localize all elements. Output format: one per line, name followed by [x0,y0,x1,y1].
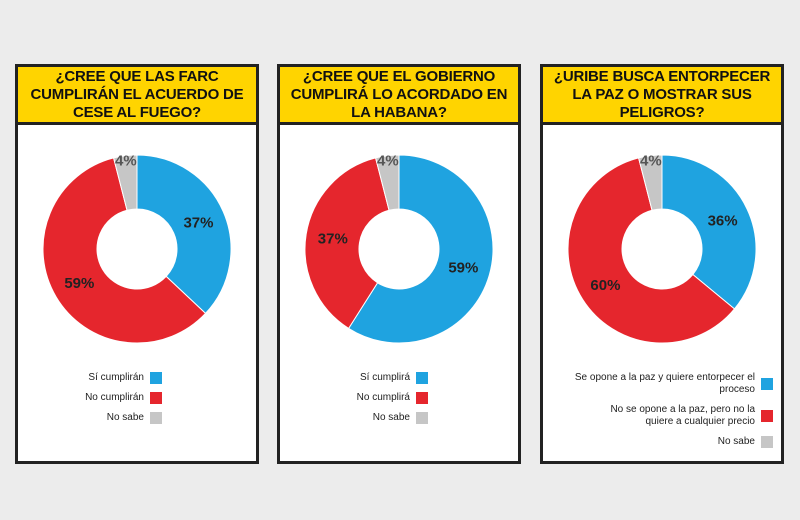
legend-label: No se opone a la paz, pero no la quiere … [610,404,755,427]
legend-label: No cumplirán [85,392,144,403]
legend-item: Sí cumplirá [280,372,518,384]
slice-label: 60% [590,277,620,294]
donut-slice [113,154,138,211]
slice-label: 4% [640,153,662,170]
slice-label: 4% [377,153,399,170]
legend-label: Sí cumplirán [88,372,144,383]
legend-swatch [761,436,773,448]
legend-swatch [761,378,773,390]
donut-chart-svg: 36% 60% 4% [567,153,757,344]
donut-slice [304,157,390,330]
donut-slice [661,154,757,310]
donut-slice [567,157,736,344]
legend-item: No cumplirán [18,392,256,404]
slice-label: 36% [708,212,738,229]
donut-chart-svg: 37% 59% 4% [42,153,232,344]
legend-label: No cumplirá [356,392,410,403]
poll-panel-farc: ¿CREE QUE LAS FARC CUMPLIRÁN EL ACUERDO … [15,64,259,464]
legend-label: No sabe [106,412,144,423]
donut-chart: 59% 37% 4% [280,129,518,369]
legend-swatch [150,372,162,384]
legend-label: Sí cumplirá [359,372,410,383]
legend-swatch [416,372,428,384]
donut-slice [375,154,400,211]
slice-label: 59% [64,275,94,292]
legend-item: No sabe [18,412,256,424]
donut-chart: 36% 60% 4% [543,129,781,369]
donut-slice [136,154,232,315]
legend-label: No sabe [717,436,755,447]
legend-item: No sabe [543,436,781,448]
chart-legend: Se opone a la paz y quiere entorpecer el… [543,372,781,456]
legend-label: No sabe [372,412,410,423]
legend-item: Se opone a la paz y quiere entorpecer el… [543,372,781,396]
legend-item: No cumplirá [280,392,518,404]
legend-item: No sabe [280,412,518,424]
donut-slice [42,157,207,344]
chart-title: ¿URIBE BUSCA ENTORPECER LA PAZ O MOSTRAR… [543,67,781,125]
poll-panel-uribe: ¿URIBE BUSCA ENTORPECER LA PAZ O MOSTRAR… [540,64,784,464]
legend-swatch [150,392,162,404]
chart-title: ¿CREE QUE LAS FARC CUMPLIRÁN EL ACUERDO … [18,67,256,125]
chart-legend: Sí cumplirán No cumplirán No sabe [18,372,256,432]
slice-label: 37% [318,231,348,248]
legend-swatch [416,392,428,404]
donut-slice [638,154,663,211]
chart-title: ¿CREE QUE EL GOBIERNO CUMPLIRÁ LO ACORDA… [280,67,518,125]
legend-swatch [150,412,162,424]
chart-legend: Sí cumplirá No cumplirá No sabe [280,372,518,432]
legend-swatch [416,412,428,424]
slice-label: 37% [183,214,213,231]
donut-chart-svg: 59% 37% 4% [304,153,494,344]
donut-slice [347,154,494,344]
legend-swatch [761,410,773,422]
slice-label: 4% [115,153,137,170]
legend-label: Se opone a la paz y quiere entorpecer el… [574,372,755,395]
donut-chart: 37% 59% 4% [18,129,256,369]
poll-panel-gobierno: ¿CREE QUE EL GOBIERNO CUMPLIRÁ LO ACORDA… [277,64,521,464]
legend-item: Sí cumplirán [18,372,256,384]
slice-label: 59% [448,260,478,277]
legend-item: No se opone a la paz, pero no la quiere … [543,404,781,428]
